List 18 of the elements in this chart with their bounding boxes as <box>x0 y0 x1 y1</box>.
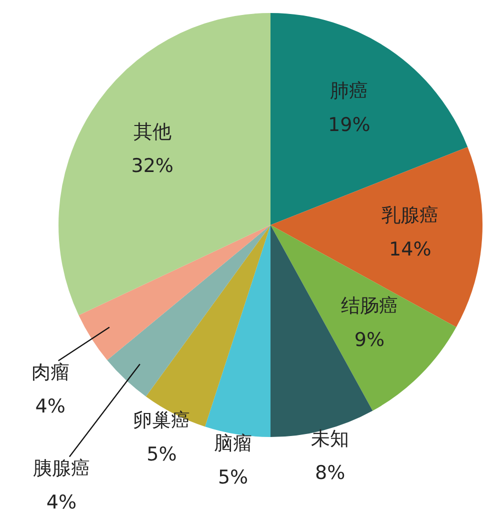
data-label: 5% <box>218 466 248 489</box>
slice-label: 结肠癌 <box>340 294 398 317</box>
data-label: 9% <box>354 328 385 351</box>
slice-label: 脑瘤 <box>214 432 252 455</box>
data-label: 5% <box>146 443 177 466</box>
slice-label: 卵巢癌 <box>133 409 190 432</box>
slice-label: 肺癌 <box>330 80 368 102</box>
slice-label: 未知 <box>311 428 350 450</box>
slice-label: 乳腺癌 <box>382 204 439 227</box>
data-label: 4% <box>46 492 77 514</box>
slice-label: 肉瘤 <box>31 362 70 384</box>
slice-label: 其他 <box>133 120 172 143</box>
slice-label: 胰腺癌 <box>32 458 90 480</box>
data-label: 8% <box>315 462 346 484</box>
data-label: 14% <box>389 238 432 261</box>
data-label: 4% <box>35 396 66 418</box>
data-label: 32% <box>131 154 174 177</box>
data-label: 19% <box>328 114 370 136</box>
